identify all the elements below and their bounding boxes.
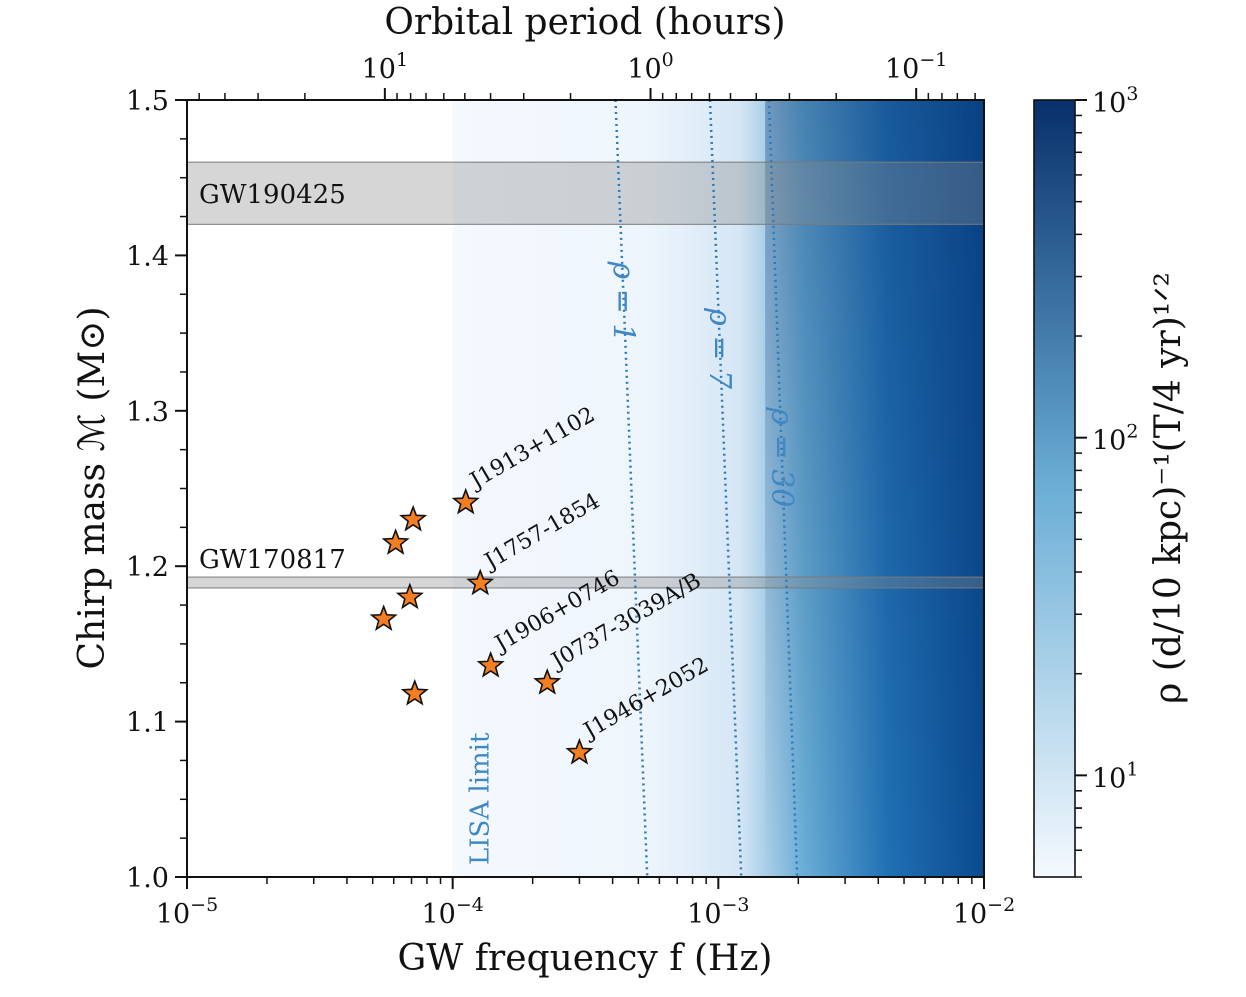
y-axis-title: Chirp mass ℳ (M⊙): [72, 307, 113, 670]
pulsar-star-9: [400, 678, 429, 706]
axis-ticks: 10−5 10−4 10−3 10−2 1.0 1.1 1.2 1.3 1.4 1.5 101 100…: [126, 49, 1015, 930]
contour-label-2: ρ = 30: [764, 406, 799, 507]
lisa-limit-label: LISA limit: [466, 732, 496, 865]
colorbar-ticks: 101 102 103: [1075, 83, 1138, 878]
top-tick-label-1: 100: [627, 49, 673, 85]
x-tick-label-1: 10−4: [421, 894, 483, 930]
contour-line-0: [614, 100, 649, 877]
pulsar-star-7: [399, 504, 428, 532]
merger-bands: [187, 161, 984, 589]
x-tick-label-3: 10−2: [953, 894, 1015, 930]
band-1: [187, 576, 984, 589]
pulsar-star-2: [476, 650, 505, 678]
cbar-tick-label-0: 101: [1092, 758, 1138, 794]
contour-line-1: [708, 100, 743, 877]
y-tick-label-0: 1.0: [126, 863, 169, 894]
y-tick-label-4: 1.4: [126, 241, 169, 272]
contour-label-1: ρ = 7: [702, 307, 737, 390]
contour-label-0: ρ = 1: [606, 261, 641, 343]
band-label-1: GW170817: [199, 545, 346, 575]
x-axis-title: GW frequency f (Hz): [398, 938, 773, 979]
cbar-tick-label-2: 103: [1092, 83, 1138, 119]
pulsar-star-3: [533, 667, 562, 695]
annotations: GW190425 GW170817 LISA limit ρ = 1 ρ = 7 ρ = …: [199, 180, 799, 865]
y-tick-label-2: 1.2: [126, 552, 169, 583]
x-tick-label-0: 10−5: [156, 894, 218, 930]
x-tick-label-2: 10−3: [687, 894, 749, 930]
cbar-tick-label-1: 102: [1092, 421, 1138, 457]
band-0: [187, 161, 984, 225]
pulsar-star-0: [451, 487, 480, 515]
snr-contours: [614, 100, 799, 877]
plot-area: [187, 100, 984, 877]
pulsar-star-4: [565, 737, 594, 765]
pulsar-star-8: [395, 582, 424, 610]
top-tick-label-0: 101: [362, 49, 408, 85]
band-label-0: GW190425: [199, 180, 346, 210]
pulsar-star-6: [381, 528, 410, 555]
y-tick-label-5: 1.5: [126, 86, 169, 117]
y-tick-label-3: 1.3: [126, 397, 169, 428]
top-axis-title: Orbital period (hours): [384, 2, 785, 43]
top-tick-label-2: 10−1: [885, 49, 947, 85]
snr-colormap-shade: [765, 100, 984, 877]
colorbar-title: ρ (d/10 kpc)⁻¹(T/4 yr)¹ᐟ²: [1148, 272, 1189, 704]
colorbar: [1033, 99, 1076, 878]
pulsar-star-1: [466, 568, 495, 596]
y-tick-label-1: 1.1: [126, 708, 169, 739]
pulsar-star-5: [369, 604, 398, 631]
